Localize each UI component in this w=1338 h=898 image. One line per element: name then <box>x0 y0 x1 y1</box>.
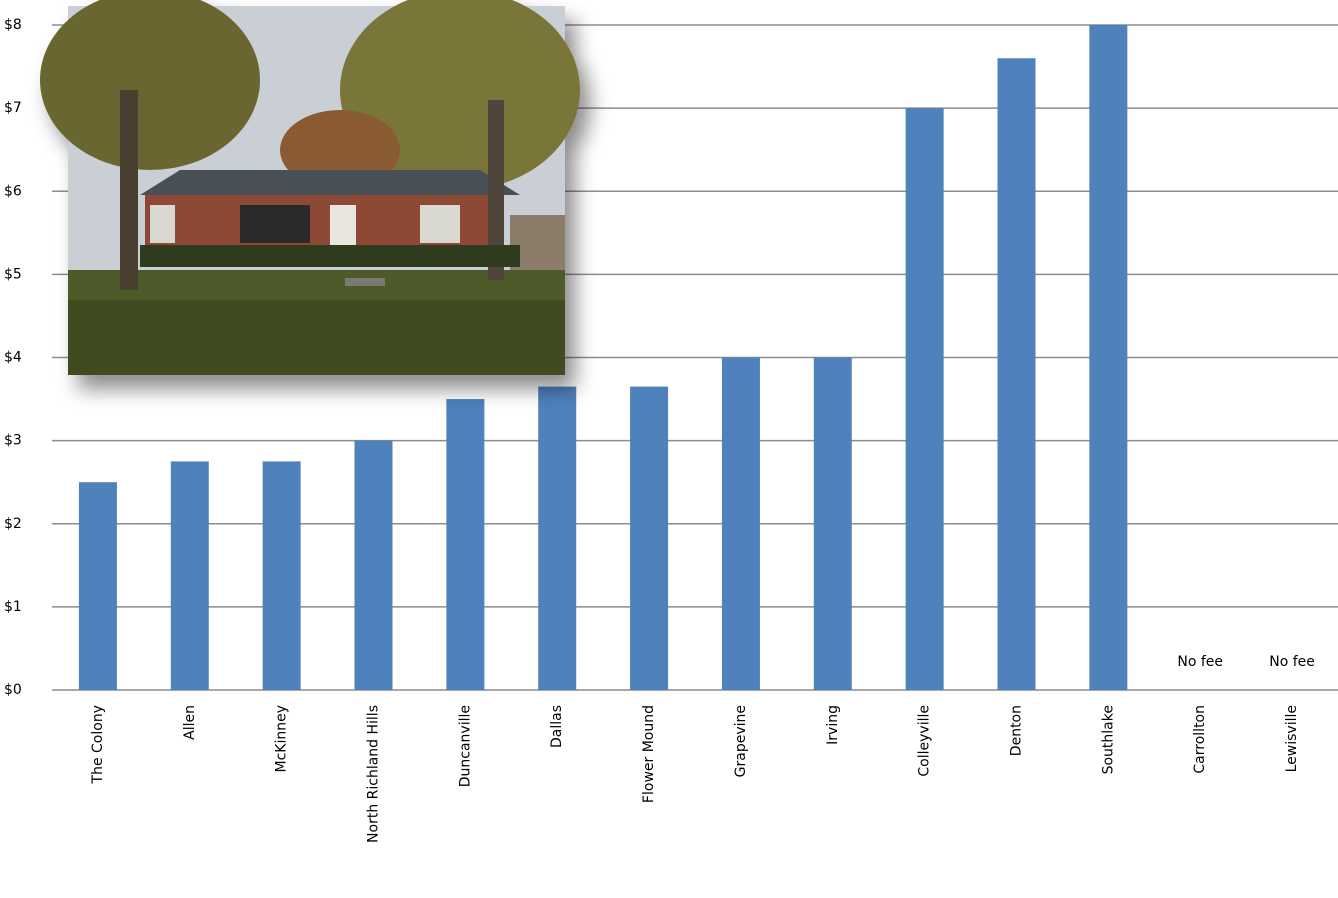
bar <box>997 58 1036 690</box>
bar <box>262 461 301 690</box>
y-tick-label: $2 <box>4 516 22 532</box>
value-label: No fee <box>1177 654 1223 670</box>
y-tick-label: $3 <box>4 433 22 449</box>
x-tick-label: Duncanville <box>457 705 473 787</box>
bar <box>813 357 852 690</box>
x-tick-label: Allen <box>182 705 198 740</box>
x-tick-label: Grapevine <box>733 705 749 777</box>
bar <box>446 399 485 690</box>
x-tick-label: Southlake <box>1100 705 1116 774</box>
value-label: No fee <box>1269 654 1315 670</box>
x-tick-label: Lewisville <box>1284 705 1300 772</box>
bar <box>905 108 944 690</box>
x-tick-label: Irving <box>825 705 841 745</box>
x-tick-label: Flower Mound <box>641 705 657 803</box>
bar <box>538 386 577 690</box>
x-tick-label: Carrollton <box>1192 705 1208 774</box>
bar <box>78 482 117 690</box>
bar <box>170 461 209 690</box>
y-tick-label: $6 <box>4 183 22 199</box>
bar <box>630 386 669 690</box>
y-tick-label: $5 <box>4 266 22 282</box>
x-tick-label: Denton <box>1009 705 1025 756</box>
x-tick-label: Dallas <box>549 705 565 748</box>
x-tick-label: The Colony <box>90 705 106 784</box>
bar <box>1089 25 1128 690</box>
y-tick-label: $0 <box>4 682 22 698</box>
house-photo <box>40 0 580 375</box>
y-tick-label: $7 <box>4 100 22 116</box>
x-tick-label: North Richland Hills <box>366 705 382 843</box>
x-tick-label: Colleyville <box>917 705 933 777</box>
y-tick-label: $4 <box>4 350 22 366</box>
x-tick-label: McKinney <box>274 705 290 773</box>
y-tick-label: $8 <box>4 17 22 33</box>
bar <box>721 357 760 690</box>
y-tick-label: $1 <box>4 599 22 615</box>
bar <box>354 440 393 690</box>
